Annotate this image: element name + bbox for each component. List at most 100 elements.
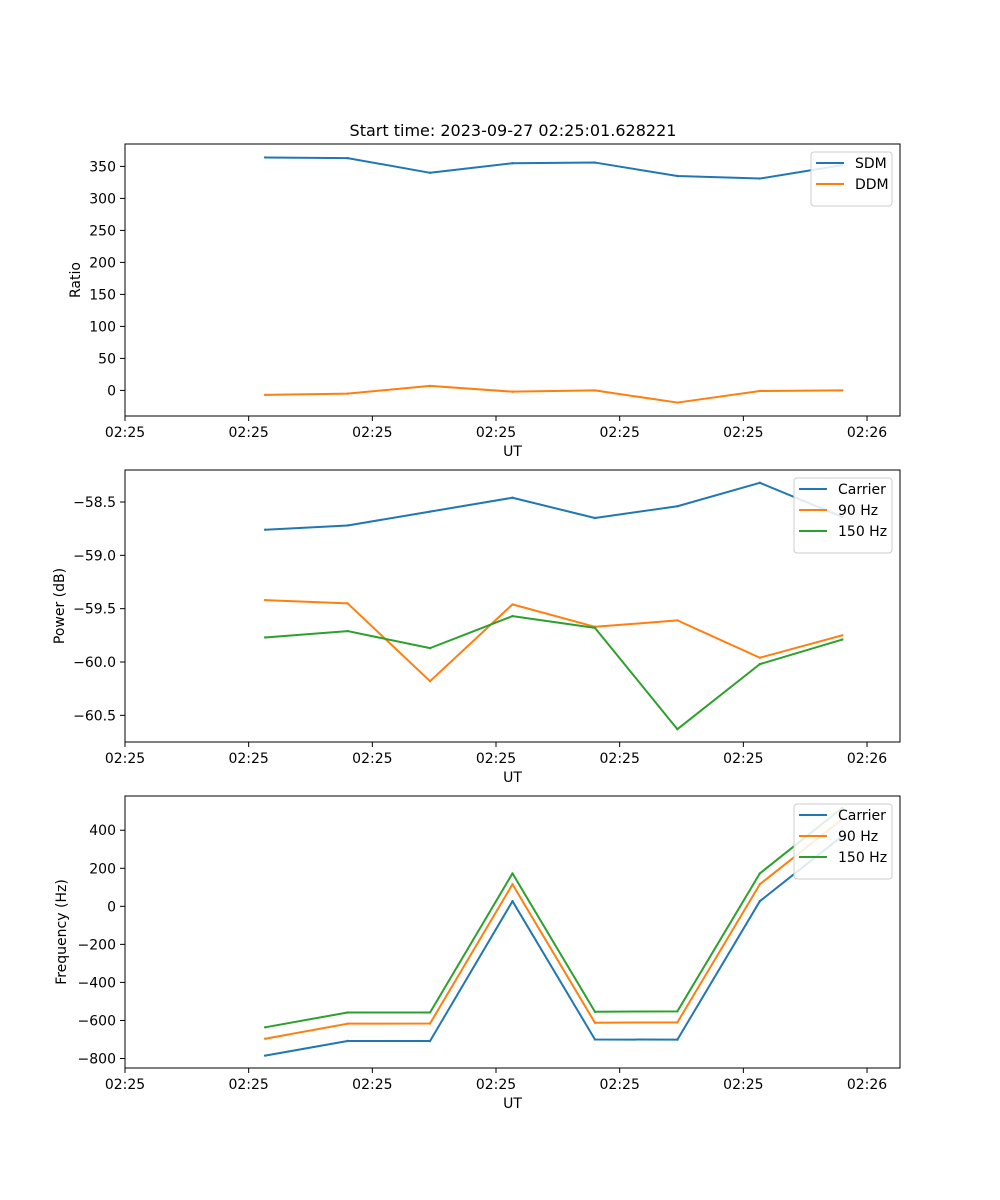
series-line-ddm — [265, 384, 843, 404]
y-axis-label: Power (dB) — [52, 568, 68, 644]
data-point — [428, 510, 432, 513]
data-point — [263, 598, 267, 602]
y-tick-label: 200 — [89, 861, 116, 877]
data-point — [428, 1039, 432, 1043]
x-tick-label: 02:26 — [847, 1077, 887, 1093]
legend-box — [810, 151, 893, 207]
y-axis-label: Ratio — [68, 262, 84, 298]
legend-label: DDM — [855, 177, 889, 193]
x-tick-label: 02:25 — [352, 425, 392, 441]
data-point — [841, 389, 844, 392]
series-line-150-hz — [264, 807, 843, 1029]
data-point — [346, 629, 349, 633]
data-point — [758, 662, 762, 666]
data-point — [676, 619, 679, 622]
y-tick-label: −200 — [78, 937, 116, 953]
data-point — [593, 516, 597, 520]
data-point — [511, 883, 514, 886]
series-line-carrier — [265, 481, 843, 531]
x-tick-label: 02:25 — [476, 425, 516, 441]
chart-panel-2: 02:25 02:25 02:25 02:25 02:25 02:25 02:26 −58.5… — [52, 469, 901, 786]
data-point — [758, 883, 762, 886]
x-tick-label: 02:25 — [228, 425, 268, 441]
x-tick-label: 02:25 — [352, 751, 392, 767]
series-line-90-hz — [264, 818, 843, 1040]
y-tick-label: −58.5 — [73, 495, 116, 511]
plot-frame — [124, 469, 901, 743]
x-tick-label: 02:25 — [228, 751, 268, 767]
data-point — [263, 156, 267, 159]
legend: SDM DDM — [810, 151, 893, 207]
data-point — [263, 1026, 267, 1029]
y-tick-label: −59.0 — [73, 548, 116, 564]
plot-frame — [124, 795, 901, 1069]
data-point — [428, 384, 432, 388]
legend-label: 90 Hz — [838, 829, 878, 845]
data-point — [511, 614, 514, 618]
y-tick-label: 100 — [89, 319, 116, 335]
data-point — [346, 1022, 349, 1025]
data-point — [511, 390, 514, 393]
y-tick-label: 0 — [107, 899, 116, 915]
data-point — [758, 899, 762, 903]
y-tick-label: −59.5 — [73, 602, 116, 618]
chart-panel-1: 02:25 02:25 02:25 02:25 02:25 02:25 02:26 0 50 10… — [68, 143, 901, 460]
data-point — [511, 162, 514, 165]
data-point — [676, 728, 679, 731]
legend: Carrier 90 Hz 150 Hz — [793, 803, 893, 880]
data-point — [263, 1054, 267, 1057]
y-tick-label: 250 — [89, 223, 116, 239]
data-point — [676, 174, 679, 178]
data-point — [758, 481, 762, 484]
x-axis-label: UT — [503, 444, 522, 460]
x-tick-label: 02:25 — [476, 751, 516, 767]
legend: Carrier 90 Hz 150 Hz — [793, 477, 893, 554]
legend-label: 150 Hz — [838, 850, 887, 866]
data-point — [593, 1038, 597, 1041]
data-point — [428, 1011, 432, 1014]
data-point — [428, 680, 432, 683]
x-tick-label: 02:25 — [476, 1077, 516, 1093]
y-tick-label: −60.5 — [73, 708, 116, 724]
data-point — [593, 626, 597, 630]
data-point — [676, 505, 679, 508]
y-axis-label: Frequency (Hz) — [54, 879, 70, 985]
legend-label: Carrier — [838, 808, 886, 824]
data-point — [676, 401, 679, 404]
data-point — [263, 1037, 267, 1040]
x-tick-label: 02:25 — [105, 1077, 145, 1093]
x-axis-label: UT — [503, 1096, 522, 1112]
y-tick-label: 400 — [89, 823, 116, 839]
data-point — [263, 528, 267, 531]
data-point — [593, 1010, 597, 1013]
x-tick-label: 02:25 — [600, 1077, 640, 1093]
data-point — [346, 156, 349, 160]
y-tick-label: −600 — [78, 1013, 116, 1029]
data-point — [346, 1039, 349, 1043]
data-point — [758, 656, 762, 659]
series-line-sdm — [265, 156, 843, 180]
x-tick-label: 02:25 — [723, 751, 763, 767]
x-tick-label: 02:25 — [105, 425, 145, 441]
data-point — [511, 872, 514, 875]
x-tick-label: 02:26 — [847, 751, 887, 767]
series-line-150-hz — [265, 615, 843, 731]
legend-label: 90 Hz — [838, 503, 878, 519]
data-point — [428, 1022, 432, 1025]
data-point — [346, 392, 349, 395]
data-point — [511, 899, 514, 903]
y-tick-label: 350 — [89, 159, 116, 175]
y-tick-label: 150 — [89, 287, 116, 303]
data-point — [263, 393, 267, 397]
data-point — [758, 177, 762, 180]
x-tick-label: 02:26 — [847, 425, 887, 441]
series-line-carrier — [264, 835, 843, 1057]
x-tick-label: 02:25 — [600, 751, 640, 767]
data-point — [263, 636, 267, 639]
x-tick-label: 02:25 — [105, 751, 145, 767]
x-axis-label: UT — [503, 770, 522, 786]
y-tick-label: −800 — [78, 1051, 116, 1067]
y-tick-label: 300 — [89, 191, 116, 207]
x-tick-label: 02:25 — [723, 425, 763, 441]
